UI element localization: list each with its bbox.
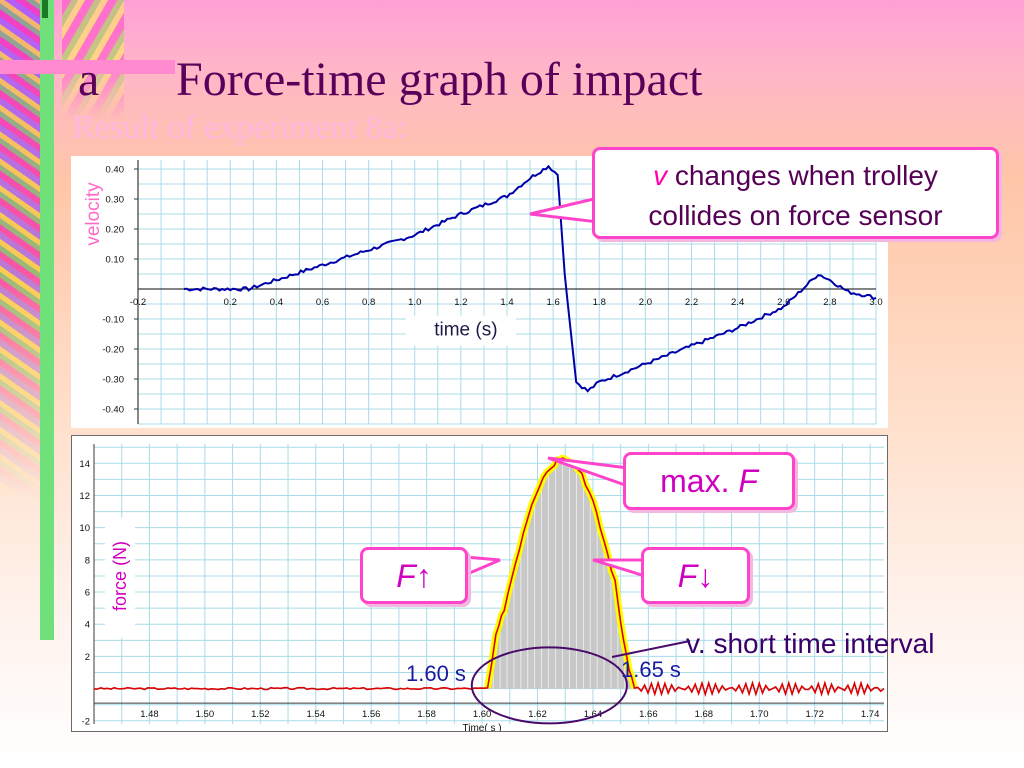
force-y-tick-label: 14: [79, 459, 90, 470]
velocity-y-tick-label: -0.10: [102, 315, 124, 326]
velocity-axis-label: velocity: [83, 182, 104, 246]
velocity-x-tick-label: 1.6: [547, 297, 560, 308]
force-x-tick-label: 1.72: [805, 709, 824, 720]
force-x-tick-label: 1.66: [639, 709, 658, 720]
velocity-x-tick-label: 2.4: [731, 297, 744, 308]
callout-v-line1: changes when trolley: [674, 160, 938, 191]
slide-subtitle: Result of experiment 8a:: [72, 109, 408, 146]
force-series-line: [93, 457, 885, 698]
short-interval-annotation: v. short time interval: [686, 628, 935, 659]
force-y-tick-label: 10: [79, 523, 90, 534]
velocity-x-tick-label: 2.0: [639, 297, 652, 308]
velocity-x-axis-label: time (s): [434, 320, 497, 341]
velocity-x-tick-label: 1.4: [500, 297, 513, 308]
up-arrow-icon: ↑: [415, 558, 432, 594]
force-x-tick-label: 1.70: [750, 709, 769, 720]
slide-label: a: [78, 53, 100, 106]
down-arrow-icon: ↓: [697, 558, 714, 594]
max-force-symbol: F: [738, 463, 758, 499]
velocity-y-tick-label: 0.10: [106, 255, 125, 266]
velocity-y-tick-label: 0.20: [106, 225, 125, 236]
velocity-y-tick-label: -0.20: [102, 345, 124, 356]
force-y-tick-label: 8: [85, 555, 90, 566]
force-y-tick-label: -2: [82, 716, 90, 727]
slide-title-text: Force-time graph of impact: [176, 53, 703, 106]
velocity-change-callout: v changes when trolley collides on force…: [592, 147, 999, 239]
velocity-x-tick-label: 3.0: [869, 297, 882, 308]
force-y-tick-label: 6: [85, 588, 90, 599]
decorative-green-bar: [40, 0, 54, 640]
velocity-series-line: [184, 164, 877, 393]
velocity-y-tick-label: -0.30: [102, 375, 124, 386]
force-x-tick-label: 1.64: [584, 709, 603, 720]
short-interval-ellipse: [470, 646, 628, 725]
force-y-tick-label: 4: [85, 620, 90, 631]
callout-v-line2: collides on force sensor: [648, 200, 943, 231]
velocity-x-tick-label: 2.6: [777, 297, 790, 308]
velocity-x-tick-label: 0.6: [316, 297, 329, 308]
force-symbol-up: F: [396, 558, 416, 594]
force-y-label-bg: [105, 518, 135, 639]
force-x-tick-label: 1.62: [528, 709, 547, 720]
velocity-x-tick-label: -0.2: [130, 297, 146, 308]
velocity-x-tick-label: 0.4: [270, 297, 283, 308]
force-x-tick-label: 1.74: [861, 709, 880, 720]
velocity-y-tick-label: -0.40: [102, 405, 124, 416]
max-force-callout: max. F: [623, 452, 795, 510]
force-x-tick-label: 1.50: [196, 709, 215, 720]
velocity-y-tick-label: 0.30: [106, 195, 125, 206]
force-x-tick-label: 1.56: [362, 709, 381, 720]
force-y-tick-label: 12: [79, 491, 90, 502]
force-x-tick-label: 1.48: [140, 709, 159, 720]
slide-title: a Force-time graph of impact: [0, 50, 1024, 110]
velocity-symbol: v: [653, 160, 668, 191]
velocity-x-tick-label: 1.0: [408, 297, 421, 308]
force-symbol-down: F: [677, 558, 698, 594]
velocity-x-tick-label: 2.2: [685, 297, 698, 308]
velocity-x-tick-label: 2.8: [823, 297, 836, 308]
force-rising-callout: F↑: [360, 547, 468, 604]
velocity-y-tick-label: 0.40: [106, 165, 125, 176]
velocity-x-tick-label: 1.2: [454, 297, 467, 308]
velocity-x-tick-label: 0.2: [224, 297, 237, 308]
decorative-pink-bar: [0, 60, 175, 74]
max-prefix: max.: [660, 463, 730, 499]
velocity-x-tick-label: 1.8: [593, 297, 606, 308]
velocity-x-tick-label: 0.8: [362, 297, 375, 308]
force-x-axis-label: Time( s ): [463, 723, 502, 731]
force-x-tick-label: 1.58: [417, 709, 436, 720]
force-impulse-area: [487, 458, 635, 689]
force-x-tick-label: 1.52: [251, 709, 270, 720]
start-time-annotation: 1.60 s: [406, 661, 466, 686]
force-y-tick-label: 2: [85, 652, 90, 663]
force-x-tick-label: 1.60: [473, 709, 492, 720]
force-falling-callout: F↓: [641, 547, 750, 604]
force-axis-label: force (N): [110, 541, 130, 611]
decorative-green-bar-cap: [42, 0, 48, 18]
force-x-tick-label: 1.54: [307, 709, 326, 720]
velocity-x-label-bg: [405, 315, 516, 346]
force-x-tick-label: 1.68: [695, 709, 714, 720]
end-time-annotation: 1.65 s: [621, 657, 681, 682]
